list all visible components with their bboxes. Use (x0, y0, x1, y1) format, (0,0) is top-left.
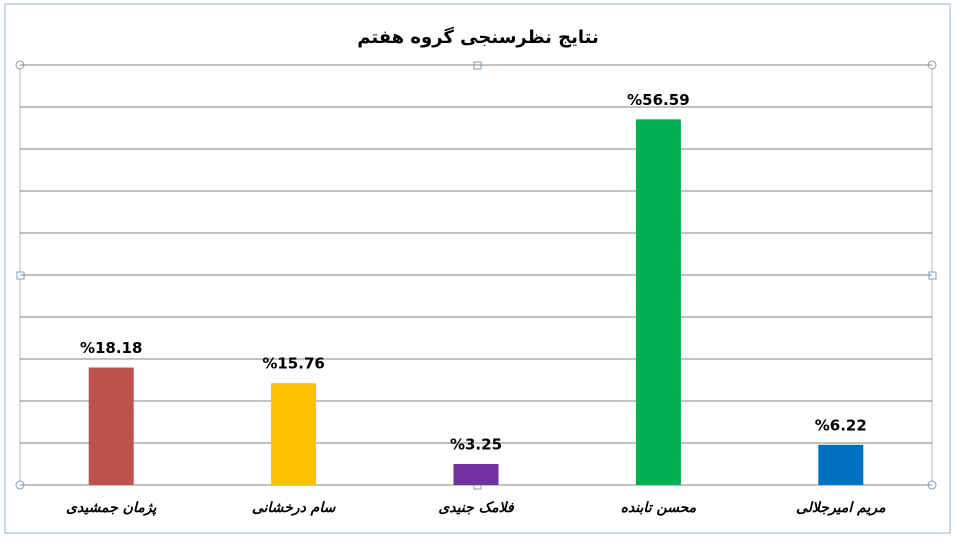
x-tick-label: محسن تابنده (621, 500, 697, 516)
x-tick-label: پژمان جمشیدی (66, 500, 157, 516)
data-label: %56.59 (627, 91, 689, 109)
chart-title: نتایج نظرسنجی گروه هفتم (357, 26, 599, 48)
bar (453, 464, 499, 485)
x-tick-label: مریم امیرجلالی (796, 500, 886, 516)
bar (818, 444, 864, 485)
data-label: %6.22 (815, 416, 867, 434)
bar (635, 119, 681, 485)
data-label: %3.25 (450, 436, 502, 454)
data-label: %15.76 (262, 355, 324, 373)
data-label: %18.18 (80, 339, 142, 357)
x-tick-label: فلامک جنیدی (438, 500, 515, 516)
x-tick-label: سام درخشانی (252, 500, 337, 516)
chart-frame (4, 3, 951, 534)
bar (88, 367, 134, 485)
bar (271, 383, 317, 485)
